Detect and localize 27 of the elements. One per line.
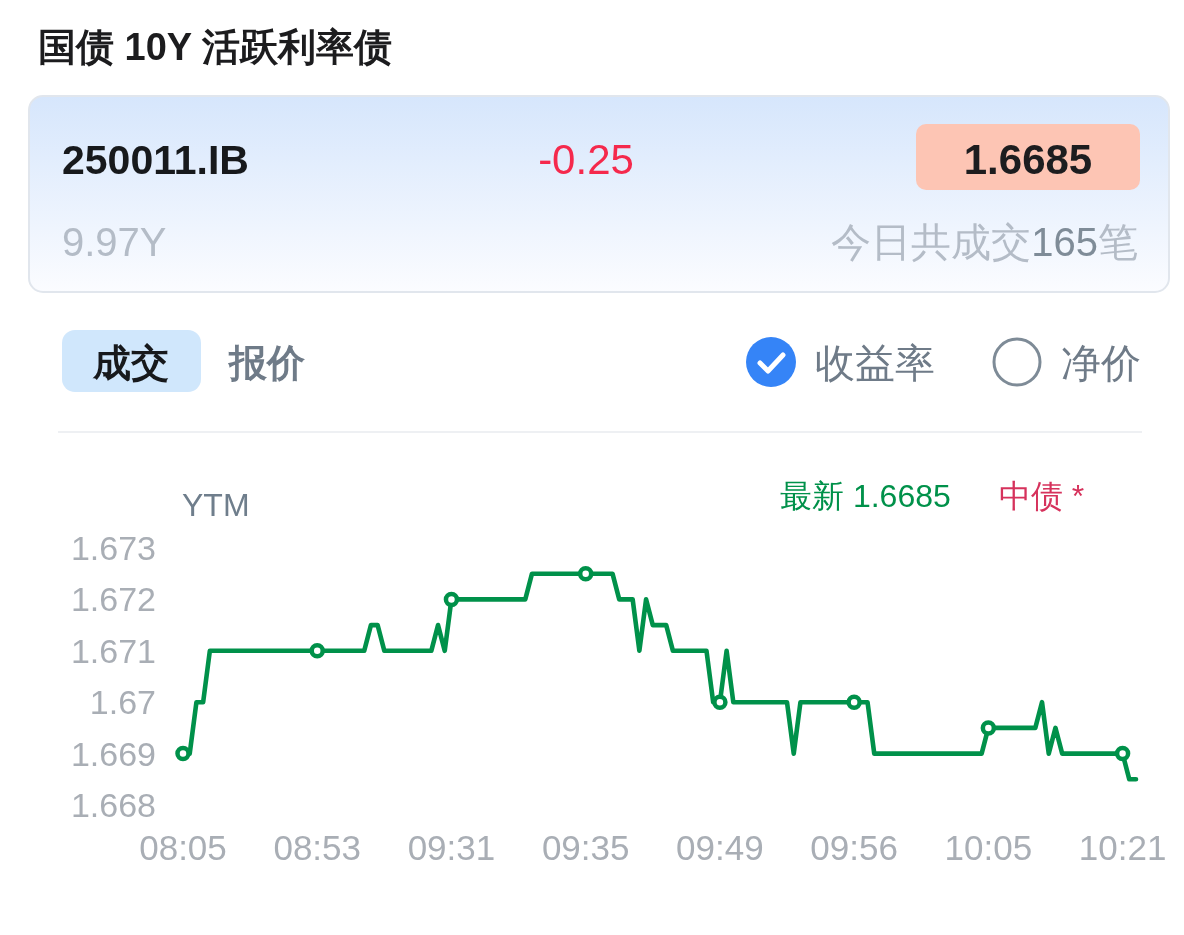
- text: 收益率: [815, 341, 935, 385]
- y-tick-label: 1.673: [70, 529, 156, 567]
- text: 250011.IB: [62, 137, 249, 183]
- text: 最新 1.6685: [780, 478, 951, 514]
- y-tick-label: 1.67: [89, 683, 156, 722]
- x-tick-label: 09:49: [676, 828, 764, 867]
- x-tick-label: 08:53: [273, 828, 362, 867]
- x-tick-label: 08:05: [139, 828, 227, 867]
- y-tick-label: 1.669: [70, 734, 156, 773]
- x-tick-label: 09:56: [810, 828, 898, 867]
- text: 成交: [92, 342, 169, 384]
- y-tick-label: 1.671: [70, 631, 156, 670]
- text: -0.25: [538, 136, 634, 183]
- x-tick-label: 09:31: [407, 828, 496, 867]
- x-tick-label: 10:05: [944, 828, 1033, 867]
- x-tick-label: 10:21: [1078, 828, 1167, 867]
- y-tick-label: 1.668: [70, 786, 156, 824]
- x-tick-label: 09:35: [541, 828, 630, 867]
- y-tick-label: 1.672: [70, 580, 156, 619]
- text: 国债 10Y 活跃利率债: [38, 26, 393, 68]
- y-axis-title: YTM: [182, 487, 250, 523]
- text: 9.97Y: [62, 220, 167, 264]
- text: 1.6685: [963, 136, 1093, 183]
- text: 今日共成交165笔: [831, 220, 1138, 264]
- text: 净价: [1061, 341, 1141, 385]
- text: 中债 *: [998, 478, 1085, 514]
- text: 报价: [227, 342, 305, 384]
